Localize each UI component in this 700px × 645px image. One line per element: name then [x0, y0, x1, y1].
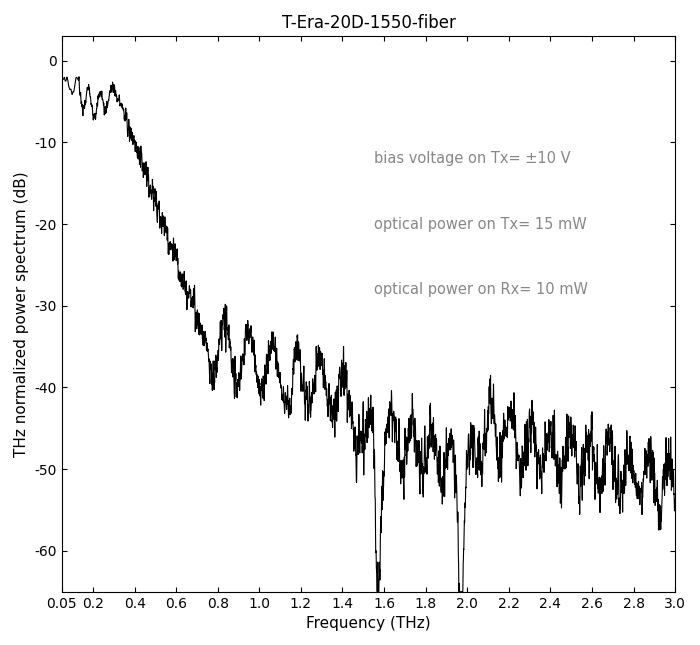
Y-axis label: THz normalized power spectrum (dB): THz normalized power spectrum (dB) [14, 171, 29, 457]
Text: optical power on Rx= 10 mW: optical power on Rx= 10 mW [374, 282, 588, 297]
Text: bias voltage on Tx= ±10 V: bias voltage on Tx= ±10 V [374, 152, 570, 166]
Text: optical power on Tx= 15 mW: optical power on Tx= 15 mW [374, 217, 587, 232]
X-axis label: Frequency (THz): Frequency (THz) [306, 616, 430, 631]
Title: T-Era-20D-1550-fiber: T-Era-20D-1550-fiber [281, 14, 456, 32]
